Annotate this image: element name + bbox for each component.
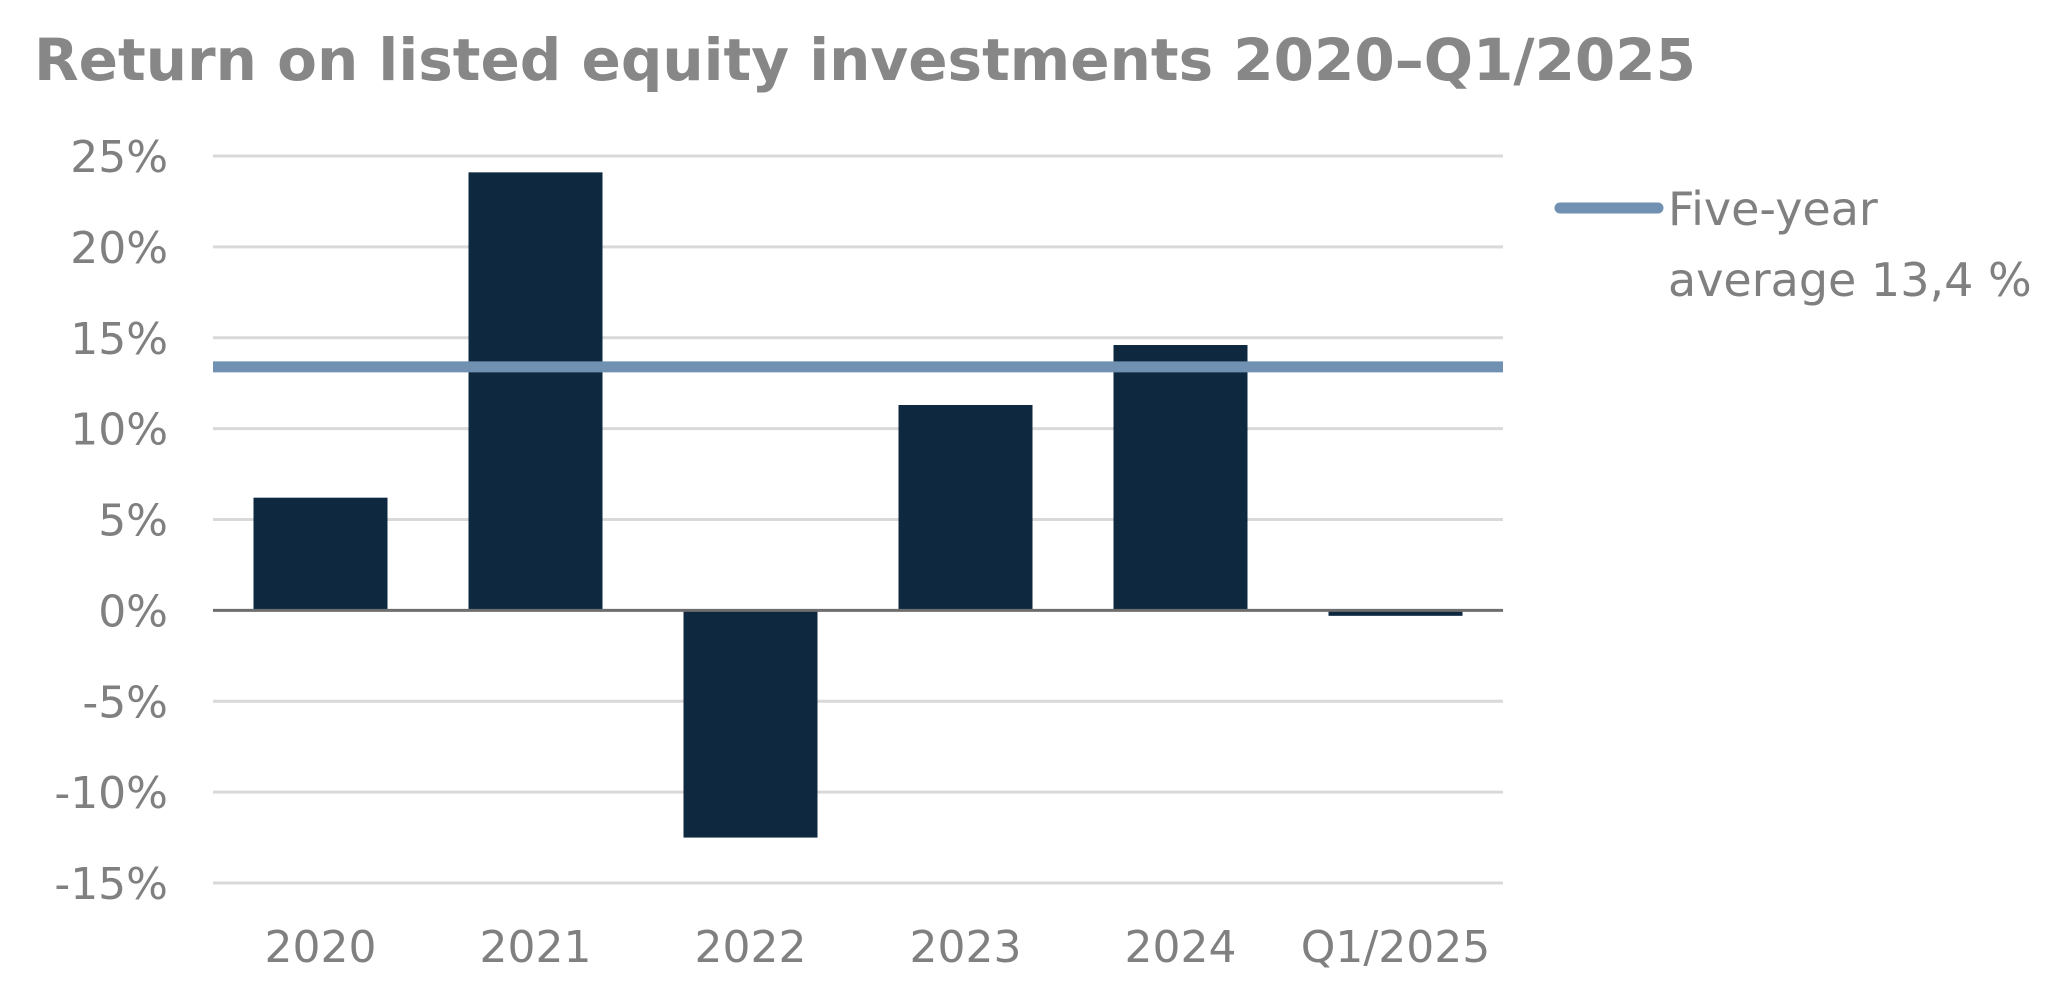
y-tick-label: -10% [54,768,168,819]
legend: Five-year average 13,4 % [1554,182,2032,307]
bar [1328,610,1463,616]
legend-label-line1: Five-year [1668,182,1878,236]
bar [468,172,603,611]
y-axis-ticks: 25% 20% 15% 10% 5% 0% -5% -10% -15% [54,132,168,910]
y-tick-label: 15% [70,314,168,365]
grid-lines [213,154,1503,885]
bar [683,610,818,838]
bars [253,172,1463,838]
x-tick-label: 2021 [480,922,592,973]
y-tick-label: 5% [98,496,168,547]
x-tick-label: Q1/2025 [1301,922,1490,973]
legend-label-line2: average 13,4 % [1668,253,2032,307]
y-tick-label: 25% [70,132,168,183]
bar [253,497,388,611]
y-tick-label: 0% [98,586,168,637]
x-tick-label: 2022 [695,922,807,973]
x-axis-ticks: 2020 2021 2022 2023 2024 Q1/2025 [265,922,1491,973]
reference-layer [213,361,1503,612]
y-tick-label: 10% [70,405,168,456]
x-tick-label: 2020 [265,922,377,973]
y-tick-label: -5% [82,677,168,728]
bar [898,404,1033,611]
y-tick-label: 20% [70,223,168,274]
y-tick-label: -15% [54,859,168,910]
x-tick-label: 2023 [910,922,1022,973]
chart-title: Return on listed equity investments 2020… [34,26,1696,94]
bar [1113,345,1248,611]
x-tick-label: 2024 [1125,922,1237,973]
